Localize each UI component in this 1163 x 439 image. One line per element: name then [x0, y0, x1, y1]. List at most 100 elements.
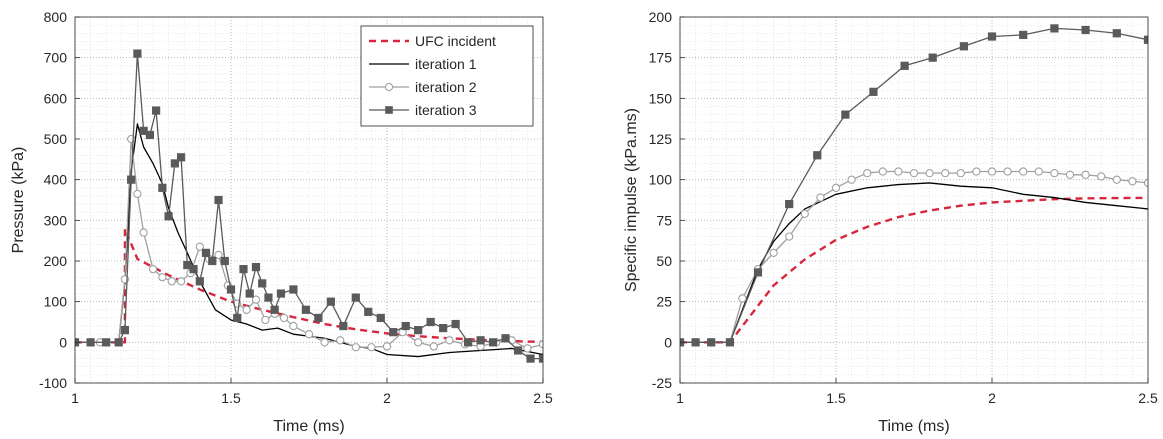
- data-point: [264, 293, 273, 302]
- y-tick-label: 0: [59, 334, 67, 350]
- data-point: [941, 169, 950, 178]
- data-point: [276, 289, 286, 298]
- data-point: [894, 167, 903, 176]
- data-point: [1050, 24, 1059, 33]
- y-tick-label: 50: [656, 253, 672, 269]
- data-point: [691, 338, 700, 347]
- legend-label: UFC incident: [415, 33, 496, 49]
- data-point: [1003, 167, 1012, 176]
- x-tick-label: 2.5: [1138, 390, 1158, 406]
- x-tick-label: 2.5: [533, 390, 553, 406]
- data-point: [148, 264, 158, 274]
- y-tick-label: 400: [44, 172, 68, 188]
- series-line-ufc-incident: [680, 196, 1148, 344]
- data-point: [445, 336, 454, 345]
- y-tick-label: 700: [44, 50, 68, 66]
- y-tick-label: 75: [656, 212, 672, 228]
- axes-box: [74, 16, 544, 384]
- data-point: [242, 305, 251, 314]
- data-point: [195, 242, 204, 251]
- data-point: [956, 169, 965, 178]
- data-point: [501, 334, 510, 343]
- data-point: [900, 61, 909, 70]
- data-point: [1065, 170, 1075, 179]
- y-tick-label: 150: [649, 90, 673, 106]
- data-point: [523, 344, 532, 353]
- data-point: [214, 195, 223, 205]
- data-point: [170, 159, 179, 168]
- legend: UFC incident iteration 1 iteration 2 iterat…: [360, 25, 534, 127]
- y-tick-label: 125: [649, 131, 673, 147]
- legend-marker: [384, 82, 394, 92]
- data-point: [258, 279, 267, 288]
- x-axis-label: Time (ms): [273, 418, 344, 435]
- data-point: [133, 189, 142, 199]
- y-tick-label: 600: [44, 90, 68, 106]
- series-group: [680, 24, 1148, 347]
- data-point: [164, 212, 173, 221]
- data-point: [909, 169, 919, 178]
- data-point: [158, 273, 167, 282]
- data-point: [367, 343, 376, 352]
- data-point: [1081, 25, 1090, 35]
- y-tick-label: 200: [649, 9, 673, 25]
- data-point: [925, 169, 934, 178]
- data-point: [1050, 169, 1059, 178]
- grid: [679, 16, 1149, 384]
- data-point: [1112, 29, 1121, 38]
- data-point: [189, 265, 198, 274]
- data-point: [301, 305, 310, 314]
- data-point: [314, 313, 323, 323]
- axes-box: [679, 16, 1149, 384]
- data-point: [928, 53, 937, 62]
- data-point: [261, 315, 270, 325]
- data-point: [878, 167, 887, 176]
- x-tick-label: 1.5: [221, 390, 241, 406]
- data-point: [538, 340, 543, 349]
- data-point: [214, 250, 223, 260]
- data-point: [816, 193, 825, 202]
- series-line-ufc-incident: [75, 227, 543, 344]
- data-point: [725, 338, 735, 347]
- data-point: [538, 354, 543, 363]
- legend-marker: [385, 106, 393, 114]
- data-point: [251, 295, 261, 304]
- pressure-chart: 1 1.5 2 2.5 -100 0 100 200 300 400 500 600 700 800 Tim…: [10, 9, 553, 435]
- data-point: [707, 338, 716, 347]
- data-point: [1128, 177, 1137, 186]
- data-point: [195, 277, 204, 286]
- data-point: [488, 338, 498, 347]
- data-point: [476, 336, 485, 345]
- data-point: [401, 321, 410, 331]
- data-point: [304, 330, 314, 339]
- data-point: [841, 110, 850, 119]
- legend-label: iteration 1: [415, 56, 477, 72]
- data-point: [959, 42, 969, 51]
- data-point: [239, 265, 248, 274]
- data-point: [270, 305, 279, 314]
- x-axis-label: Time (ms): [878, 418, 949, 435]
- y-tick-label: 25: [656, 294, 672, 310]
- data-point: [167, 277, 176, 286]
- data-point: [120, 326, 130, 335]
- data-point: [289, 285, 298, 294]
- data-point: [987, 167, 997, 176]
- y-tick-label: 175: [649, 50, 673, 66]
- data-point: [86, 338, 95, 347]
- legend-label: iteration 3: [415, 102, 477, 118]
- data-point: [414, 326, 423, 335]
- data-point: [279, 313, 289, 323]
- data-point: [753, 268, 763, 277]
- data-point: [289, 321, 298, 331]
- data-point: [336, 336, 345, 345]
- data-point: [863, 169, 872, 178]
- data-point: [176, 277, 186, 286]
- data-point: [831, 183, 841, 192]
- y-tick-label: -100: [39, 375, 67, 391]
- data-point: [339, 321, 348, 331]
- data-point: [226, 285, 236, 294]
- data-point: [376, 313, 385, 323]
- x-tick-label: 2: [988, 390, 996, 406]
- data-point: [351, 343, 360, 352]
